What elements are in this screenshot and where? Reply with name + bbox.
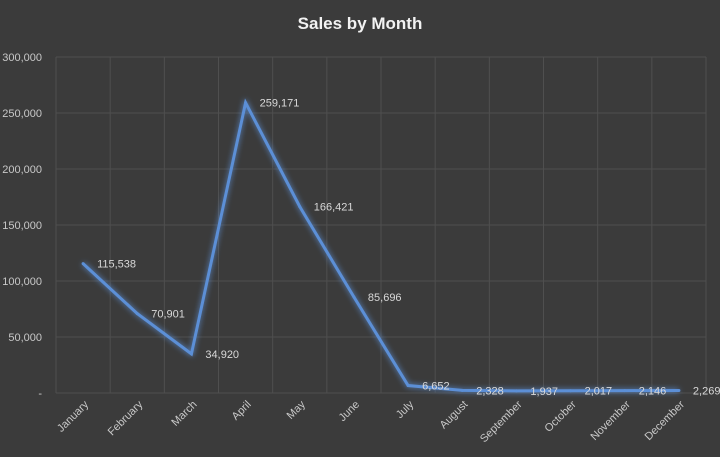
series-line bbox=[82, 98, 679, 393]
data-label: 166,421 bbox=[314, 202, 354, 214]
data-point bbox=[189, 352, 193, 356]
data-label: 2,328 bbox=[476, 385, 504, 397]
data-label: 70,901 bbox=[151, 309, 185, 321]
data-label: 2,269 bbox=[693, 385, 720, 397]
data-label: 85,696 bbox=[368, 292, 402, 304]
y-tick-label: 250,000 bbox=[2, 108, 42, 120]
data-point bbox=[460, 388, 464, 392]
data-label: 6,652 bbox=[422, 381, 450, 393]
y-tick-label: 100,000 bbox=[2, 276, 42, 288]
data-point bbox=[81, 262, 85, 266]
x-tick-label: August bbox=[438, 399, 471, 432]
data-point bbox=[677, 388, 681, 392]
data-label: 2,017 bbox=[585, 386, 613, 398]
data-point bbox=[135, 312, 139, 316]
y-tick-label: 150,000 bbox=[2, 220, 42, 232]
y-tick-label: 200,000 bbox=[2, 164, 42, 176]
x-tick-label: June bbox=[337, 399, 362, 424]
x-tick-label: October bbox=[543, 398, 579, 434]
data-point bbox=[298, 205, 302, 209]
x-tick-label: April bbox=[230, 399, 254, 423]
data-point bbox=[514, 389, 518, 393]
x-tick-label: July bbox=[394, 398, 417, 421]
x-tick-label: September bbox=[478, 398, 525, 445]
x-tick-label: May bbox=[285, 398, 309, 422]
data-point bbox=[406, 384, 410, 388]
data-point bbox=[623, 389, 627, 393]
data-label: 2,146 bbox=[639, 386, 667, 398]
y-tick-label: 300,000 bbox=[2, 52, 42, 64]
y-tick-label: 50,000 bbox=[8, 332, 42, 344]
x-tick-label: March bbox=[169, 399, 199, 429]
data-label: 1,937 bbox=[530, 386, 558, 398]
chart-title: Sales by Month bbox=[297, 14, 423, 33]
data-point bbox=[569, 389, 573, 393]
x-tick-label: November bbox=[589, 398, 634, 443]
data-point bbox=[244, 101, 248, 105]
x-tick-label: February bbox=[106, 398, 146, 438]
data-label: 115,538 bbox=[97, 259, 136, 271]
data-label: 259,171 bbox=[260, 98, 300, 110]
x-tick-label: January bbox=[55, 398, 92, 435]
data-point bbox=[352, 295, 356, 299]
data-label: 34,920 bbox=[205, 349, 239, 361]
x-tick-label: December bbox=[643, 398, 688, 443]
y-tick-label: - bbox=[38, 388, 42, 400]
